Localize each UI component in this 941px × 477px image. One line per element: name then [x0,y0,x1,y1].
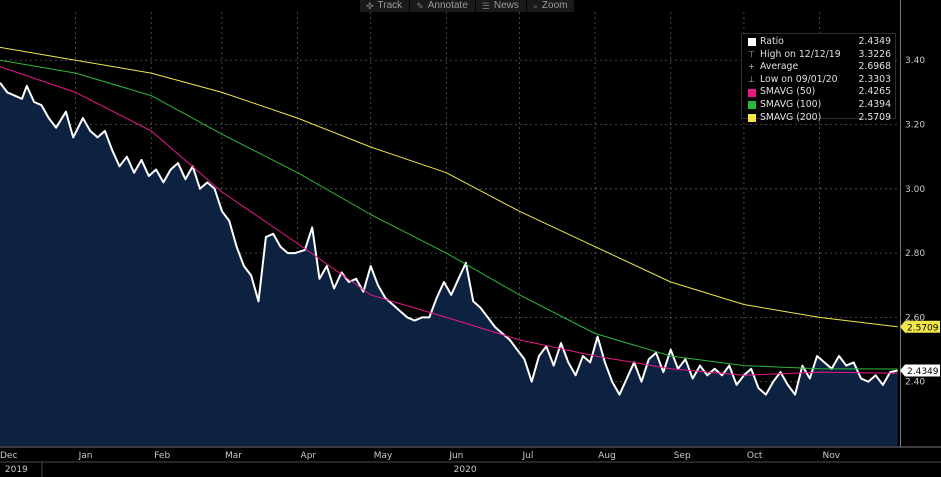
legend-row-low: ⊥ Low on 09/01/20 2.3303 [747,74,891,87]
smavg-100-swatch-icon [747,101,756,110]
x-tick-label: Jan [78,451,93,461]
legend-row-high: ⊤ High on 12/12/19 3.3226 [747,49,891,62]
track-button[interactable]: ✜ Track [360,0,411,12]
smavg-50-swatch-icon [747,88,756,97]
x-tick-label: Dec [0,451,17,461]
x-tick-label: Aug [598,451,616,461]
legend-label: Ratio [760,36,784,47]
news-button[interactable]: ☰ News [476,0,527,12]
x-tick-label: Jun [448,451,463,461]
y-tick-label: 2.40 [905,378,925,388]
smavg-200-swatch-icon [747,113,756,122]
legend-value: 2.3303 [858,73,891,85]
news-label: News [493,0,519,11]
chart-legend[interactable]: Ratio 2.4349 ⊤ High on 12/12/19 3.3226 +… [741,33,896,123]
series-line-ratio [0,82,898,396]
y-tick-label: 2.80 [905,249,925,259]
ratio-area [0,82,898,446]
x-tick-label: Jul [522,451,534,461]
chart-toolbar: ✜ Track ✎ Annotate ☰ News ⌕ Zoom [360,0,576,12]
legend-value: 2.5709 [858,111,891,123]
annotate-button[interactable]: ✎ Annotate [410,0,476,12]
x-tick-label: Mar [225,451,242,461]
pencil-icon: ✎ [416,1,424,11]
legend-value: 3.3226 [858,48,891,60]
x-tick-label: May [374,451,393,461]
legend-label: SMAVG (50) [760,86,816,98]
legend-label: Average [760,61,799,73]
legend-label: SMAVG (100) [760,98,822,110]
news-icon: ☰ [481,1,490,11]
x-tick-label: Oct [747,451,763,461]
legend-label: Low on 09/01/20 [760,73,838,85]
series-line-smavg-50 [0,66,898,376]
annotate-label: Annotate [427,0,468,11]
track-label: Track [377,0,403,11]
series-line-smavg-200 [0,46,898,328]
legend-row-ratio: Ratio 2.4349 [747,36,891,49]
last-value-label: 2.4349 [907,367,939,377]
year-label: 2019 [5,465,28,475]
ratio-area-fill [0,82,898,446]
x-tick-label: Sep [674,451,691,461]
last-value-badge [900,320,940,333]
last-value-badge [900,364,940,377]
zoom-button[interactable]: ⌕ Zoom [527,0,576,12]
legend-label: High on 12/12/19 [760,48,841,60]
legend-value: 2.4265 [858,86,891,98]
average-marker-icon: + [748,62,755,72]
y-tick-label: 3.40 [905,56,925,66]
magnifier-icon: ⌕ [532,1,538,11]
legend-value: 2.6968 [858,61,891,73]
ratio-swatch-icon [747,38,756,47]
x-tick-label: Apr [301,451,317,461]
series-line-smavg-100 [0,59,898,370]
legend-value: 2.4349 [858,36,891,47]
low-marker-icon: ⊥ [748,74,755,84]
y-tick-label: 2.60 [905,313,925,323]
zoom-label: Zoom [541,0,568,11]
year-label: 2020 [454,465,477,475]
legend-row-smavg-200: SMAVG (200) 2.5709 [747,112,891,125]
last-value-badges: 2.5709 2.4349 [900,320,940,377]
crosshair-icon: ✜ [366,1,374,11]
x-tick-label: Nov [823,451,841,461]
legend-row-average: + Average 2.6968 [747,61,891,74]
high-marker-icon: ⊤ [748,49,755,59]
legend-value: 2.4394 [858,98,891,110]
y-tick-label: 3.20 [905,121,925,131]
last-value-label: 2.5709 [907,323,939,333]
series-lines [0,46,898,376]
legend-label: SMAVG (200) [760,111,822,123]
legend-row-smavg-50: SMAVG (50) 2.4265 [747,86,891,99]
y-tick-label: 3.00 [905,185,925,195]
x-tick-label: Feb [154,451,170,461]
legend-row-smavg-100: SMAVG (100) 2.4394 [747,99,891,112]
